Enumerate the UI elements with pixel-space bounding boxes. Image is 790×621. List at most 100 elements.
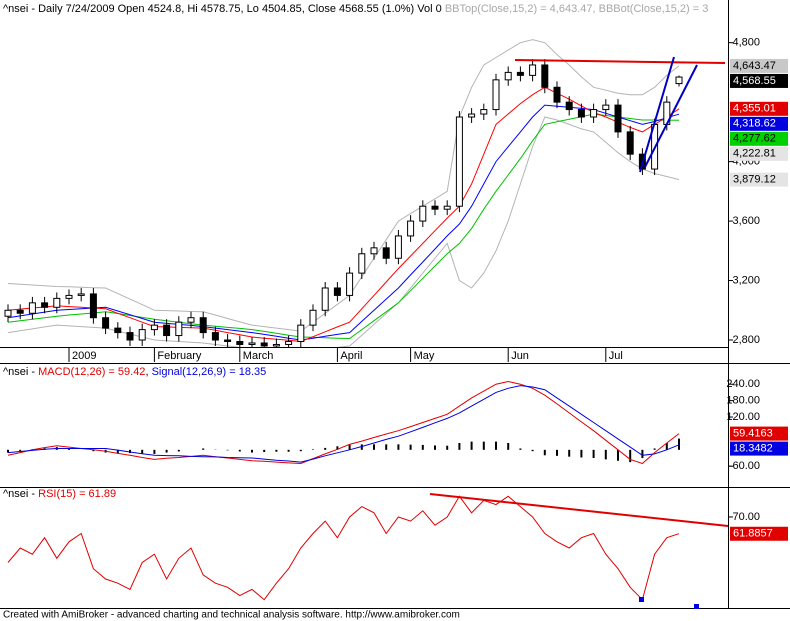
- title-text: ^nsei -: [3, 488, 38, 500]
- x-tick-label: 2009: [72, 350, 96, 362]
- value-tag-label: 4,355.01: [733, 103, 776, 115]
- value-tag: [730, 172, 788, 187]
- trend-line: [429, 493, 729, 527]
- candle-body: [272, 343, 280, 347]
- y-tick-label: 2,800: [732, 334, 760, 346]
- price-title: ^nsei - Daily 7/24/2009 Open 4524.8, Hi …: [3, 3, 708, 15]
- series-line: [7, 385, 680, 463]
- candle-body: [114, 327, 122, 334]
- candle-body: [77, 293, 85, 296]
- candle-body: [4, 309, 12, 317]
- candle-body: [211, 332, 219, 341]
- candle-body: [333, 287, 341, 296]
- candle-body: [150, 324, 158, 331]
- legend-entry: BBBot(Close,15,2) = 3: [599, 3, 709, 15]
- candle-body: [297, 324, 305, 342]
- trend-line: [514, 59, 726, 64]
- legend-entry: MACD(12,26) = 59.42: [38, 366, 145, 378]
- value-tag: [730, 526, 788, 541]
- value-tag: [730, 441, 788, 456]
- candle-body: [382, 247, 390, 259]
- candle-body: [236, 340, 244, 345]
- candle-body: [187, 317, 195, 323]
- candle-body: [431, 205, 439, 210]
- value-tag: [730, 131, 788, 146]
- legend-entry: Signal(12,26,9) = 18.35: [152, 366, 267, 378]
- series-line: [7, 39, 680, 332]
- candle-body: [394, 235, 402, 259]
- legend-entry: RSI(15) = 61.89: [38, 488, 116, 500]
- candle-body: [41, 302, 49, 308]
- series-line: [7, 86, 680, 343]
- value-tag-label: 18.3482: [733, 442, 773, 454]
- value-tag: [730, 116, 788, 131]
- y-tick-label: 180.00: [726, 395, 760, 407]
- candle-body: [285, 340, 293, 345]
- signal-marker: [639, 597, 644, 602]
- candle-body: [553, 86, 561, 103]
- value-tag-label: 4,277.62: [733, 133, 776, 145]
- candle-body: [407, 220, 415, 237]
- value-tag: [730, 73, 788, 88]
- value-tag: [730, 146, 788, 161]
- trend-line: [644, 64, 698, 168]
- candle-body: [468, 113, 476, 118]
- footer: Created with AmiBroker - advanced charti…: [3, 610, 460, 621]
- candle-body: [16, 309, 24, 314]
- macd-title: ^nsei - MACD(12,26) = 59.42, Signal(12,2…: [3, 366, 266, 378]
- value-tag: [730, 101, 788, 116]
- value-tag-label: 3,879.12: [733, 173, 776, 185]
- candle-body: [138, 329, 146, 341]
- separator: ,: [145, 366, 151, 378]
- x-tick-label: March: [243, 350, 274, 362]
- x-tick-label: Jun: [511, 350, 529, 362]
- candle-body: [370, 247, 378, 255]
- signal-marker: [694, 604, 699, 609]
- value-tag-label: 59.4163: [733, 427, 773, 439]
- candle-body: [419, 205, 427, 222]
- candle-body: [309, 309, 317, 326]
- title-text: ^nsei - Daily 7/24/2009 Open 4524.8, Hi …: [3, 3, 442, 15]
- candle-body: [163, 324, 171, 337]
- value-tag-label: 61.8857: [733, 528, 773, 540]
- candle-body: [102, 317, 110, 329]
- candle-body: [492, 79, 500, 111]
- y-tick-label: 3,600: [732, 215, 760, 227]
- candle-body: [89, 293, 97, 319]
- title-text: ^nsei -: [3, 366, 38, 378]
- candle-body: [529, 64, 537, 76]
- x-tick-label: February: [157, 350, 202, 362]
- x-tick-label: May: [414, 350, 435, 362]
- candle-body: [577, 109, 585, 118]
- rsi-title: ^nsei - RSI(15) = 61.89: [3, 488, 116, 500]
- x-tick-label: April: [340, 350, 362, 362]
- candle-body: [321, 287, 329, 311]
- candle-body: [346, 272, 354, 296]
- candle-body: [28, 302, 36, 314]
- candle-body: [516, 71, 524, 76]
- panel: [7, 380, 680, 465]
- y-tick-label: 70.00: [732, 511, 760, 523]
- candle-body: [565, 101, 573, 111]
- candle-body: [590, 109, 598, 118]
- candle-body: [248, 342, 256, 345]
- value-tag-label: 4,318.62: [733, 118, 776, 130]
- x-tick-label: Jul: [609, 350, 623, 362]
- candle-body: [53, 297, 61, 308]
- legend-entry: BBTop(Close,15,2) = 4,643.47,: [445, 3, 596, 15]
- value-tag-label: 4,222.81: [733, 148, 776, 160]
- y-tick-label: -60.00: [729, 460, 760, 472]
- candle-body: [358, 253, 366, 274]
- value-tag-label: 4,568.55: [733, 75, 776, 87]
- candle-body: [455, 116, 463, 207]
- candle-body: [260, 342, 268, 347]
- y-tick-label: 3,200: [732, 274, 760, 286]
- series-line: [7, 380, 680, 465]
- candle-body: [126, 332, 134, 341]
- candle-body: [626, 131, 634, 155]
- candle-body: [602, 104, 610, 111]
